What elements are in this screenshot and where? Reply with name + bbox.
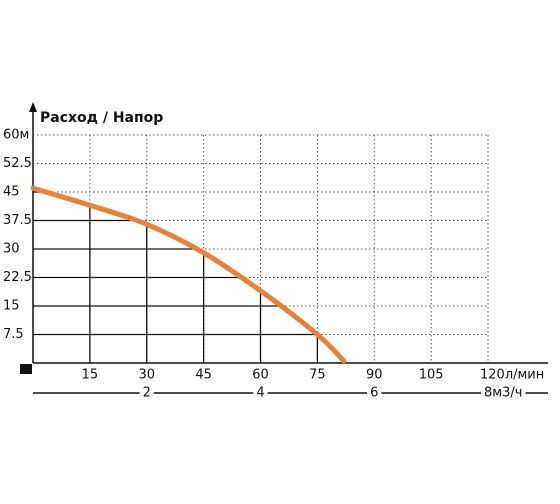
x-tick-label: 120л/мин	[480, 368, 544, 383]
y-tick-label: 15	[3, 299, 20, 314]
x2-tick-label: 6	[370, 386, 378, 401]
x-tick-label: 105	[419, 368, 444, 383]
x-tick-label: 45	[195, 368, 212, 383]
x2-tick-label: 2	[143, 386, 151, 401]
x2-tick-label: 4	[256, 386, 264, 401]
y-tick-label: 7.5	[3, 327, 24, 342]
origin-marker	[20, 364, 32, 374]
x2-tick-label: 8м3/ч	[484, 386, 522, 401]
label-backdrop	[253, 385, 268, 401]
x-tick-label: 90	[366, 368, 383, 383]
y-axis-arrow	[29, 102, 37, 112]
x-tick-label: 30	[138, 368, 155, 383]
y-tick-label: 22.5	[3, 270, 32, 285]
chart-title: Расход / Напор	[40, 110, 163, 126]
y-tick-label: 30	[3, 242, 20, 257]
x-tick-label: 60	[252, 368, 269, 383]
x-tick-label: 75	[309, 368, 326, 383]
y-tick-label: 52.5	[3, 156, 32, 171]
label-backdrop	[139, 385, 154, 401]
y-tick-label: 37.5	[3, 213, 32, 228]
label-backdrop	[367, 385, 382, 401]
label-backdrop	[481, 385, 526, 401]
y-tick-label: 60м	[3, 128, 29, 143]
curve	[30, 185, 347, 364]
y-tick-label: 45	[3, 185, 20, 200]
x-tick-label: 15	[82, 368, 99, 383]
